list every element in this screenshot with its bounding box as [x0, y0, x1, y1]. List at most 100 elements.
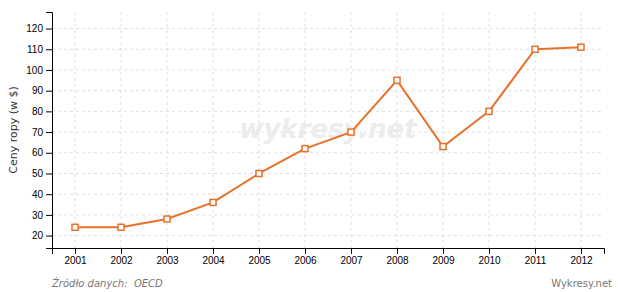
x-tick: 2009	[432, 248, 455, 266]
grid-line-x	[121, 12, 122, 248]
y-tick-label: 100	[26, 65, 43, 76]
x-tick: 2002	[110, 248, 133, 266]
y-tick-label: 30	[32, 210, 44, 221]
marker	[348, 129, 354, 135]
y-tick-mark	[46, 70, 52, 71]
y-tick-label: 40	[32, 189, 44, 200]
x-tick-mark	[213, 248, 214, 254]
grid-line-x	[167, 12, 168, 248]
y-axis-title: Ceny ropy (w $)	[7, 86, 20, 174]
x-tick-mark	[259, 248, 260, 254]
marker	[486, 108, 492, 114]
x-tick: 2010	[478, 248, 501, 266]
x-tick-mark	[305, 248, 306, 254]
x-tick: 2001	[64, 248, 87, 266]
y-tick-label: 70	[32, 127, 44, 138]
grid-line-x	[489, 12, 490, 248]
x-tick-label: 2006	[294, 255, 317, 266]
y-axis-line	[46, 13, 53, 249]
y-tick-mark	[46, 49, 52, 50]
x-tick-mark	[397, 248, 398, 254]
grid-line-x	[75, 12, 76, 248]
x-tick-mark	[75, 248, 76, 254]
y-tick: 60	[32, 147, 52, 158]
y-tick: 30	[32, 210, 52, 221]
x-tick-mark	[489, 248, 490, 254]
y-tick: 90	[32, 85, 52, 96]
x-tick-label: 2010	[478, 255, 501, 266]
y-tick: 40	[32, 189, 52, 200]
grid-line-y	[52, 69, 604, 70]
grid-line-y	[52, 152, 604, 153]
marker	[164, 216, 170, 222]
x-tick-mark	[443, 248, 444, 254]
marker	[118, 224, 124, 230]
y-tick-label: 120	[26, 23, 43, 34]
x-tick: 2012	[570, 248, 593, 266]
x-tick: 2008	[386, 248, 409, 266]
x-tick-label: 2005	[248, 255, 271, 266]
grid-line-y	[52, 49, 604, 50]
y-tick: 110	[27, 44, 52, 55]
x-tick-label: 2012	[570, 255, 593, 266]
line	[75, 47, 581, 227]
y-tick-mark	[46, 236, 52, 237]
x-tick-label: 2001	[64, 255, 87, 266]
x-tick: 2003	[156, 248, 179, 266]
x-tick-label: 2009	[432, 255, 455, 266]
plot-area	[72, 44, 584, 230]
y-tick: 70	[32, 127, 52, 138]
marker	[532, 46, 538, 52]
x-tick-label: 2004	[202, 255, 225, 266]
x-tick-mark	[581, 248, 582, 254]
y-tick-mark	[46, 29, 52, 30]
marker	[72, 224, 78, 230]
grid-line-y	[52, 214, 604, 215]
marker	[256, 170, 262, 176]
grid-line-y	[52, 28, 604, 29]
y-tick-label: 60	[32, 147, 44, 158]
x-axis-line	[53, 249, 605, 255]
x-tick-label: 2002	[110, 255, 133, 266]
y-axis: 20 30 40 50 60 70 80 90 100 110 120	[26, 13, 52, 249]
chart: 2001200220032004200520062007200820092010…	[0, 0, 620, 292]
y-tick: 20	[32, 230, 52, 241]
y-tick-mark	[46, 91, 52, 92]
y-tick-mark	[46, 111, 52, 112]
x-tick: 2005	[248, 248, 271, 266]
y-tick-mark	[46, 173, 52, 174]
y-tick-label: 80	[32, 106, 44, 117]
marker	[210, 199, 216, 205]
y-tick-mark	[46, 132, 52, 133]
grid-line-y	[52, 90, 604, 91]
y-tick-mark	[46, 215, 52, 216]
footer-left: Źródło danych: OECD	[51, 277, 163, 289]
y-tick-mark	[46, 194, 52, 195]
x-tick-label: 2007	[340, 255, 363, 266]
y-tick: 100	[26, 65, 52, 76]
grid-line-y	[52, 194, 604, 195]
grid-line-y	[52, 173, 604, 174]
y-tick: 120	[26, 23, 52, 34]
x-tick-mark	[167, 248, 168, 254]
x-axis: 2001 2002 2003 2004 2005 2006 2007 2008 2009 2010…	[53, 248, 605, 266]
grid-line-x	[213, 12, 214, 248]
y-tick-mark	[46, 153, 52, 154]
x-tick-mark	[351, 248, 352, 254]
y-tick: 80	[32, 106, 52, 117]
y-tick-label: 20	[32, 230, 44, 241]
x-tick-label: 2011	[525, 255, 547, 266]
x-tick: 2007	[340, 248, 363, 266]
marker	[578, 44, 584, 50]
x-tick: 2006	[294, 248, 317, 266]
x-tick-mark	[121, 248, 122, 254]
x-tick: 2004	[202, 248, 225, 266]
grid-line-y	[52, 111, 604, 112]
y-tick-label: 50	[32, 168, 44, 179]
grid-line-y	[52, 235, 604, 236]
x-tick-label: 2008	[386, 255, 409, 266]
grid-line-x	[443, 12, 444, 248]
marker	[440, 144, 446, 150]
footer-right: Wykresy.net	[551, 278, 612, 289]
grid	[52, 12, 604, 248]
